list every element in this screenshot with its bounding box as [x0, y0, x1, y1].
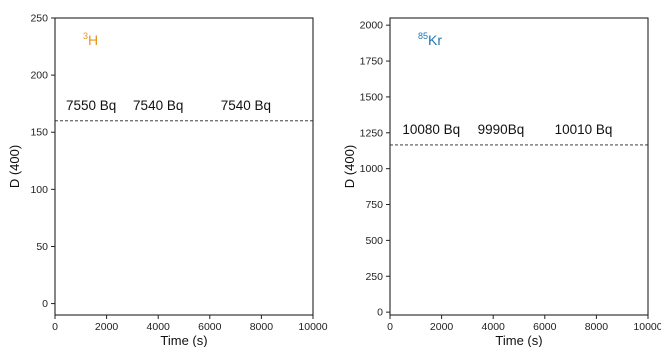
- x-tick-label: 6000: [533, 321, 557, 333]
- isotope-mass: 85: [418, 31, 428, 41]
- y-tick-label: 1750: [360, 56, 384, 68]
- x-tick-label: 4000: [482, 321, 506, 333]
- y-axis-title: D (400): [7, 145, 22, 188]
- y-tick-label: 1500: [360, 91, 384, 103]
- y-tick-label: 750: [365, 199, 383, 211]
- x-axis-title: Time (s): [160, 333, 207, 347]
- activity-annotation: 10080 Bq: [402, 122, 460, 137]
- activity-annotation: 9990Bq: [478, 122, 525, 137]
- chart-panel-1: 0 2000 4000 6000 8000 10000 0 50 100 150 200 250 Tim…: [7, 13, 328, 347]
- activity-annotation: 7540 Bq: [133, 98, 183, 113]
- y-tick-label: 2000: [360, 20, 384, 32]
- x-tick-label: 0: [387, 321, 393, 333]
- y-tick-label: 100: [30, 184, 48, 196]
- y-tick-label: 250: [30, 13, 48, 25]
- y-tick-label: 0: [377, 307, 383, 319]
- x-tick-label: 4000: [147, 321, 171, 333]
- isotope-label: 85Kr: [418, 31, 442, 48]
- x-tick-label: 8000: [250, 321, 274, 333]
- chart-panel-2: 0 2000 4000 6000 8000 10000 0 250 500 750 1000 1250…: [342, 17, 661, 347]
- isotope-symbol: Kr: [428, 32, 442, 48]
- isotope-mass: 3: [83, 31, 88, 41]
- x-tick-label: 2000: [430, 321, 454, 333]
- y-tick-label: 200: [30, 70, 48, 82]
- x-tick-label: 8000: [585, 321, 609, 333]
- isotope-label: 3H: [83, 31, 98, 48]
- x-axis-title: Time (s): [495, 333, 542, 347]
- y-tick-label: 1250: [360, 127, 384, 139]
- activity-annotation: 10010 Bq: [555, 122, 613, 137]
- y-tick-label: 50: [36, 241, 48, 253]
- x-tick-label: 0: [52, 321, 58, 333]
- x-tick-label: 6000: [198, 321, 222, 333]
- plot-frame: [389, 17, 649, 316]
- isotope-symbol: H: [88, 32, 98, 48]
- x-tick-label: 10000: [633, 321, 661, 333]
- plot-frame: [54, 17, 314, 316]
- y-tick-label: 500: [365, 235, 383, 247]
- activity-annotation: 7540 Bq: [221, 98, 271, 113]
- y-axis-title: D (400): [342, 145, 357, 188]
- x-tick-label: 10000: [298, 321, 327, 333]
- y-tick-label: 0: [42, 298, 48, 310]
- y-tick-label: 250: [365, 271, 383, 283]
- x-tick-label: 2000: [95, 321, 119, 333]
- y-tick-label: 150: [30, 127, 48, 139]
- y-tick-label: 1000: [360, 163, 384, 175]
- activity-annotation: 7550 Bq: [66, 98, 116, 113]
